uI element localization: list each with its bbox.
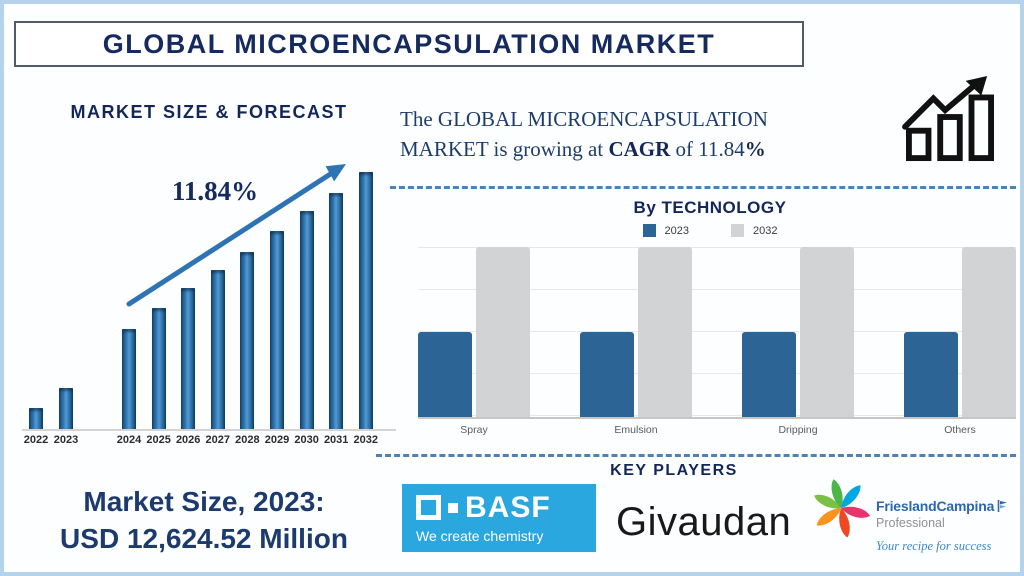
year-label-2027: 2027 <box>205 434 231 446</box>
market-size-bar-2025 <box>151 308 166 429</box>
flag-icon <box>997 500 1008 512</box>
market-size-bar-2024 <box>122 329 136 429</box>
frieslandcampina-star-icon <box>814 479 871 538</box>
legend-swatch-2032 <box>731 224 744 237</box>
tech-bar-2023-others <box>904 332 958 417</box>
dashed-divider-top <box>390 186 1016 189</box>
growth-statement-percent: % <box>744 137 766 162</box>
technology-plot-area <box>418 247 1016 419</box>
key-players-heading: KEY PLAYERS <box>610 462 738 479</box>
tech-group-emulsion <box>580 247 692 417</box>
market-size-bar-2027 <box>210 270 225 429</box>
market-size-bar-2032 <box>358 172 373 429</box>
market-size-chart-title: MARKET SIZE & FORECAST <box>70 102 348 122</box>
growth-statement-value: of 11.84 <box>670 137 745 162</box>
market-size-bar-2030 <box>299 211 314 429</box>
market-size-bar-2031 <box>329 193 344 429</box>
growth-chart-icon <box>902 75 994 162</box>
market-size-bar-2022 <box>29 408 43 429</box>
year-label-2026: 2026 <box>175 434 201 446</box>
givaudan-logo: Givaudan <box>616 500 792 544</box>
frieslandcampina-tagline: Your recipe for success <box>876 539 992 553</box>
legend-item-2023: 2023 <box>642 224 689 237</box>
technology-category-axis: Spray Emulsion Dripping Others <box>418 424 1016 436</box>
tech-bar-2032-dripping <box>800 247 854 417</box>
market-size-bar-2023 <box>59 388 73 429</box>
basf-square-outline-icon <box>416 495 441 520</box>
frieslandcampina-logo: FrieslandCampina Professional Your recip… <box>814 468 1020 554</box>
year-label-2025: 2025 <box>146 434 171 446</box>
market-size-bar-2026 <box>181 288 196 429</box>
dashed-divider-bottom <box>376 454 1016 457</box>
market-size-callout: Market Size, 2023: USD 12,624.52 Million <box>12 484 396 558</box>
tech-category-label-emulsion: Emulsion <box>614 424 658 436</box>
year-label-2029: 2029 <box>264 434 290 446</box>
growth-statement-text: The GLOBAL MICROENCAPSULATION MARKET is … <box>400 107 768 162</box>
tech-bar-2032-others <box>962 247 1016 417</box>
page-title: GLOBAL MICROENCAPSULATION MARKET <box>102 28 716 59</box>
market-size-year-axis: 2022 2023 2024 2025 2026 2027 2028 2029 2030 2031… <box>22 434 396 450</box>
tech-bar-2032-spray <box>476 247 530 417</box>
year-label-2028: 2028 <box>235 434 260 446</box>
year-label-2032: 2032 <box>353 434 379 446</box>
tech-bar-2032-emulsion <box>638 247 692 417</box>
market-size-callout-line1: Market Size, 2023: <box>83 486 325 517</box>
tech-bar-2023-spray <box>418 332 472 417</box>
technology-chart-title: By TECHNOLOGY <box>633 198 787 217</box>
frieslandcampina-text-block: FrieslandCampina Professional Your recip… <box>876 498 1008 554</box>
basf-wordmark: BASF <box>465 490 551 524</box>
tech-group-spray <box>418 247 530 417</box>
market-size-bar-2029 <box>270 231 284 429</box>
basf-square-filled-icon <box>448 502 458 513</box>
page-title-box: GLOBAL MICROENCAPSULATION MARKET <box>14 21 804 67</box>
growth-statement: The GLOBAL MICROENCAPSULATION MARKET is … <box>400 104 830 165</box>
frieslandcampina-professional: Professional <box>876 516 945 530</box>
year-label-2024: 2024 <box>116 434 142 446</box>
legend-item-2032: 2032 <box>731 224 777 237</box>
tech-category-label-others: Others <box>944 424 976 436</box>
market-size-bar-2028 <box>240 252 255 429</box>
technology-bar-chart: Spray Emulsion Dripping Others <box>418 247 1016 436</box>
basf-logo: BASF We create chemistry <box>402 484 596 552</box>
tech-group-dripping <box>742 247 854 417</box>
legend-label-2032: 2032 <box>753 224 778 237</box>
year-label-2022: 2022 <box>23 434 49 446</box>
market-size-forecast-chart: MARKET SIZE & FORECAST 2022 2023 2024 2025 2… <box>22 100 396 452</box>
tech-bar-2023-dripping <box>742 332 796 417</box>
frieslandcampina-wordmark: FrieslandCampina <box>876 498 995 514</box>
year-label-2030: 2030 <box>294 434 319 446</box>
legend-swatch-2023 <box>642 224 656 237</box>
year-label-2031: 2031 <box>323 434 349 446</box>
tech-category-label-spray: Spray <box>460 424 488 436</box>
tech-group-others <box>904 247 1016 417</box>
basf-logo-row: BASF <box>416 490 596 524</box>
technology-chart-legend: 2023 2032 <box>404 224 1016 237</box>
year-label-2023: 2023 <box>53 434 79 446</box>
market-size-bar-area <box>22 168 396 431</box>
market-size-callout-line2: USD 12,624.52 Million <box>60 522 348 554</box>
legend-label-2023: 2023 <box>664 224 689 237</box>
growth-statement-cagr: CAGR <box>608 137 671 162</box>
tech-category-label-dripping: Dripping <box>778 424 818 436</box>
cagr-value-label: 11.84% <box>171 176 259 206</box>
tech-bar-2023-emulsion <box>580 332 634 417</box>
basf-tagline: We create chemistry <box>416 527 544 544</box>
